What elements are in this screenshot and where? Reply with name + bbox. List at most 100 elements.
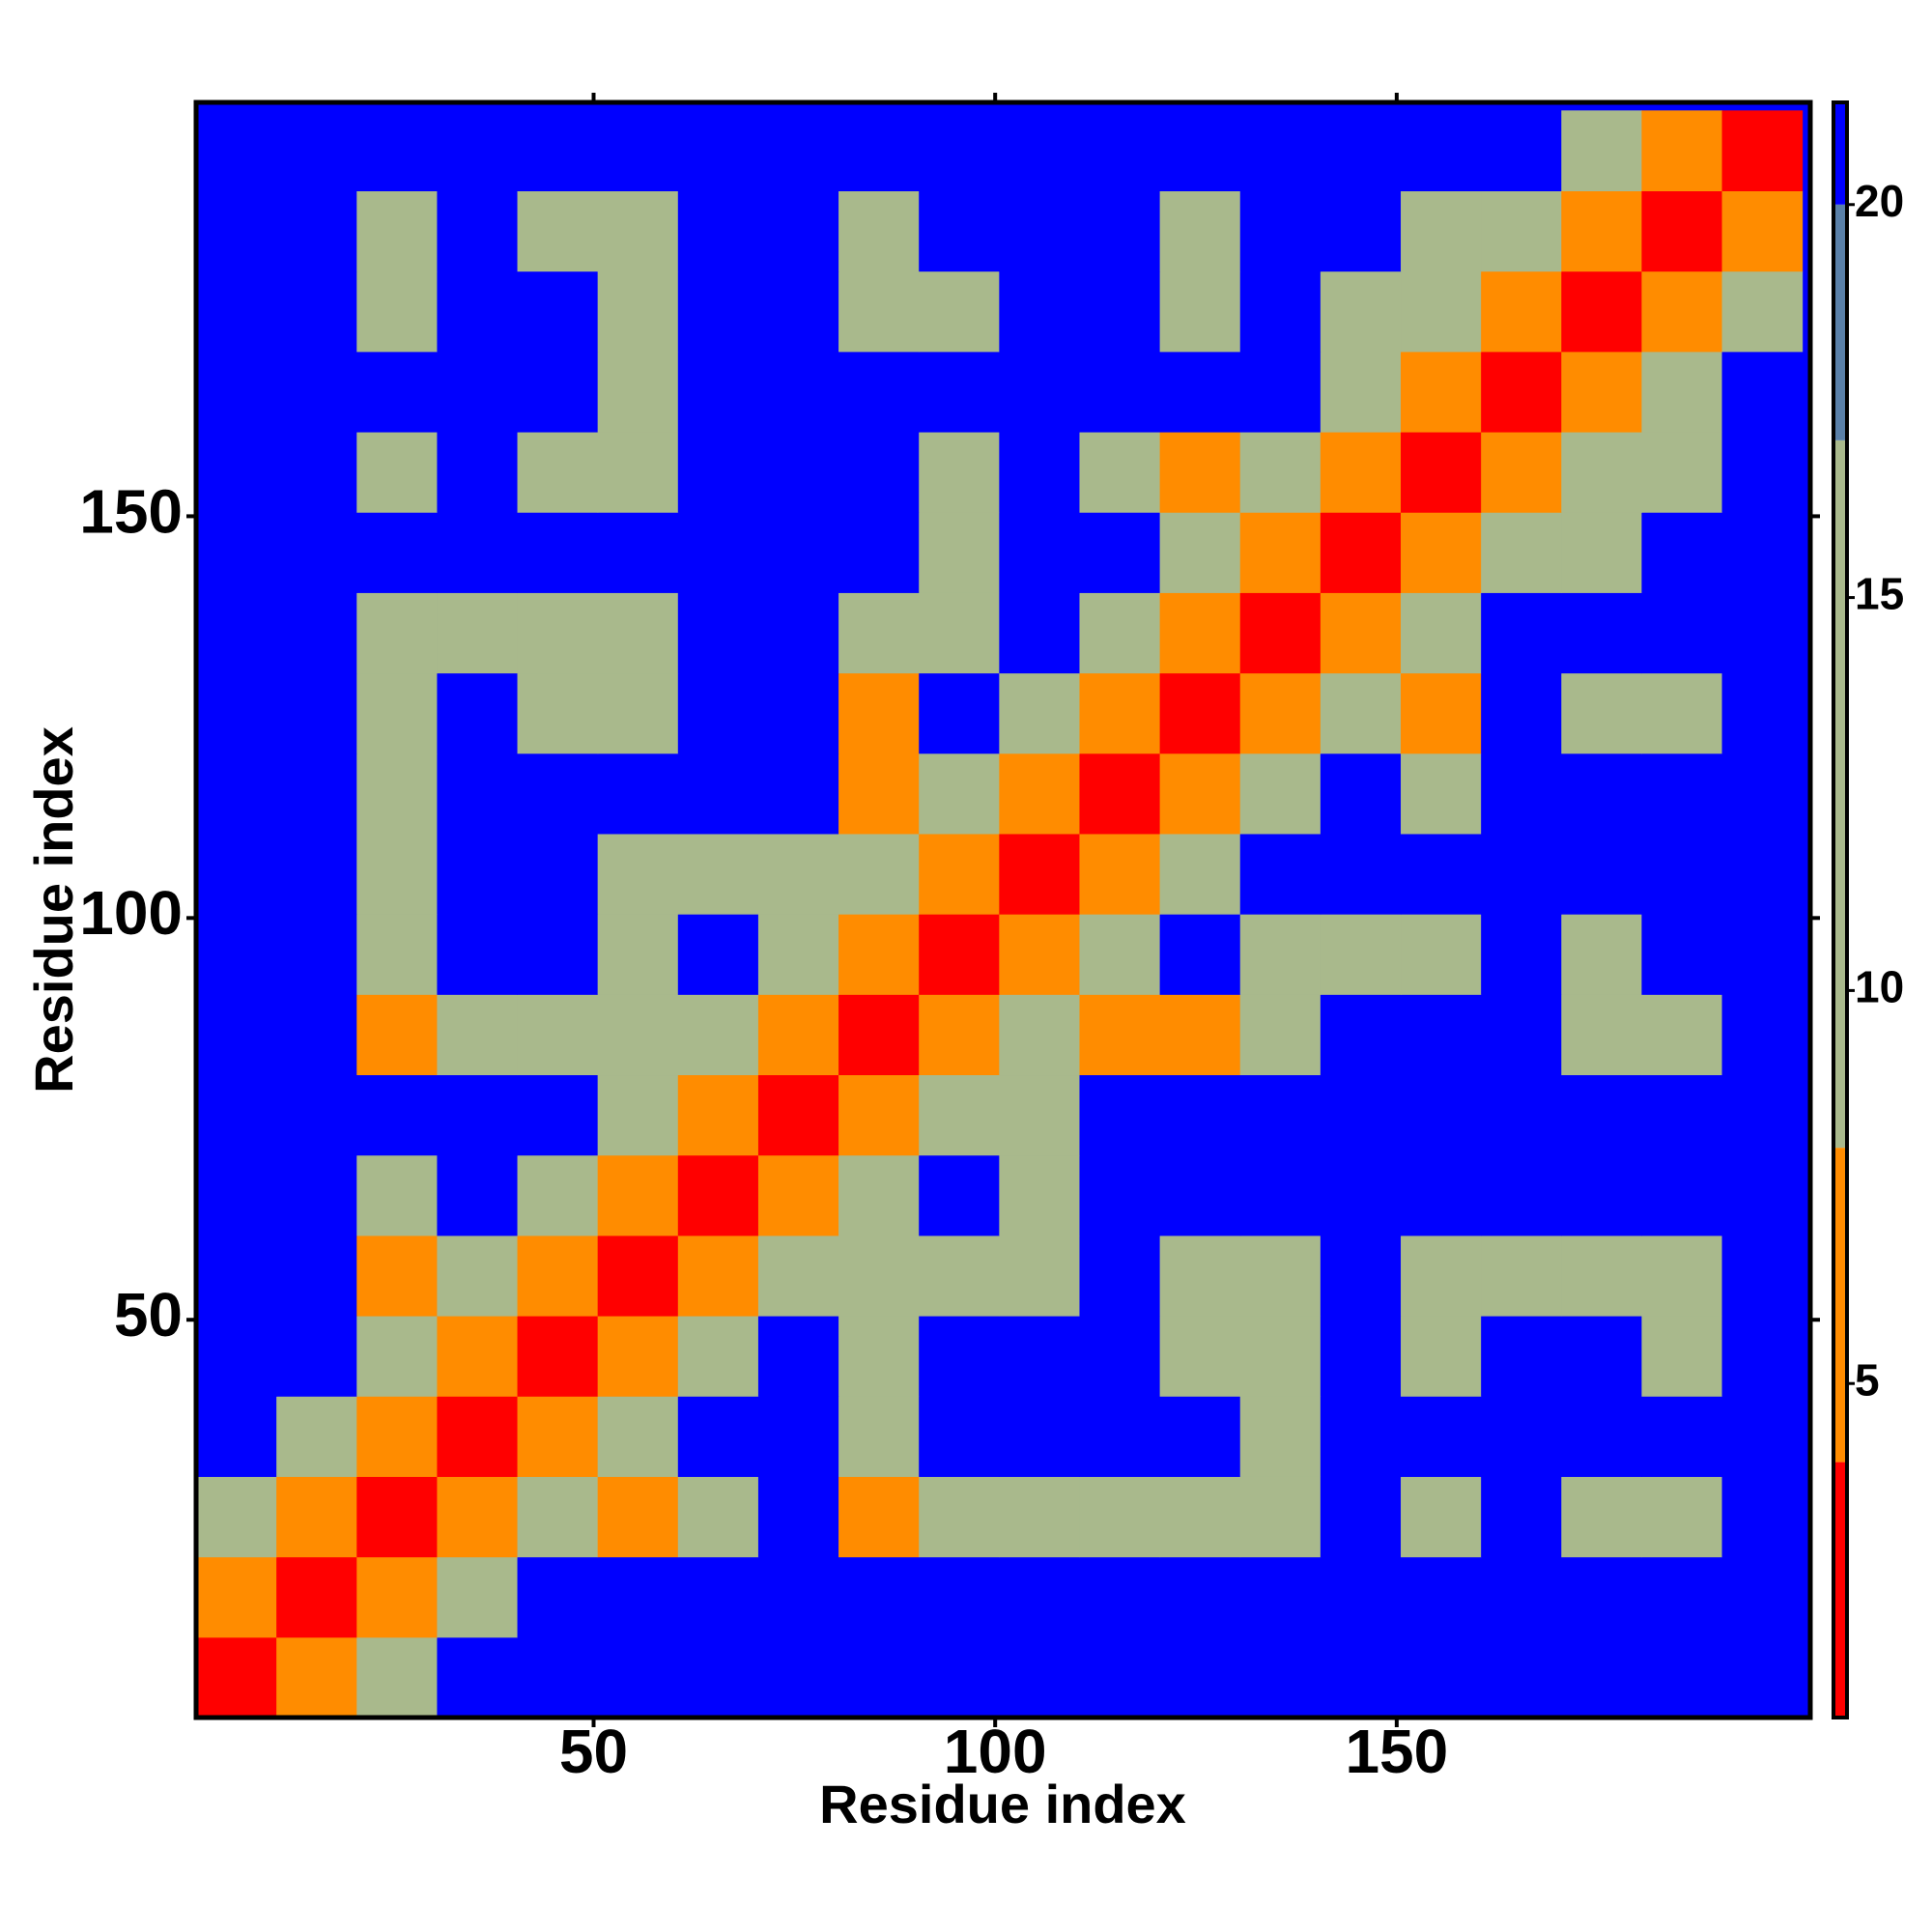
heatmap-cell xyxy=(1320,110,1402,192)
heatmap-cell xyxy=(1159,1636,1241,1719)
heatmap-cell xyxy=(276,833,357,915)
heatmap-cell xyxy=(1401,190,1482,272)
heatmap-cell xyxy=(1159,110,1241,192)
heatmap-cell xyxy=(757,753,839,835)
heatmap-cell xyxy=(276,914,357,995)
heatmap-cell xyxy=(1320,270,1402,353)
heatmap-cell xyxy=(1320,1556,1402,1638)
heatmap-cell xyxy=(597,1396,679,1477)
heatmap-cell xyxy=(1401,833,1482,915)
heatmap-cell xyxy=(677,994,759,1076)
heatmap-cell xyxy=(1401,1396,1482,1477)
heatmap-cell xyxy=(356,1476,438,1558)
heatmap-cell xyxy=(1561,351,1642,433)
heatmap-cell xyxy=(356,1154,438,1236)
heatmap-cell xyxy=(517,1235,599,1317)
heatmap-cell xyxy=(196,1074,277,1156)
heatmap-cell xyxy=(1239,1396,1321,1477)
heatmap-cell xyxy=(1721,110,1804,192)
heatmap-cell xyxy=(677,190,759,272)
heatmap-cell xyxy=(196,512,277,593)
heatmap-cell xyxy=(757,1316,839,1397)
heatmap-cell xyxy=(999,1316,1080,1397)
heatmap-cell xyxy=(1481,512,1562,593)
heatmap-cell xyxy=(919,914,1000,995)
heatmap-cell xyxy=(1239,1636,1321,1719)
heatmap-cell xyxy=(1641,1636,1723,1719)
heatmap-cell xyxy=(999,914,1080,995)
heatmap-cell xyxy=(517,270,599,353)
y-tick-label: 150 xyxy=(79,476,183,546)
x-tick-label: 50 xyxy=(559,1717,628,1786)
heatmap-cell xyxy=(1159,270,1241,353)
heatmap-cell xyxy=(1079,753,1161,835)
heatmap-cell xyxy=(677,1074,759,1156)
heatmap-cell xyxy=(919,270,1000,353)
heatmap-cell xyxy=(597,672,679,754)
heatmap-cell xyxy=(437,1074,519,1156)
heatmap-cell xyxy=(999,190,1080,272)
heatmap-cell xyxy=(597,190,679,272)
heatmap-cell xyxy=(437,1396,519,1477)
heatmap-cell xyxy=(1561,833,1642,915)
heatmap-cell xyxy=(196,833,277,915)
heatmap-cell xyxy=(1159,1235,1241,1317)
heatmap-cell xyxy=(838,994,920,1076)
heatmap-cell xyxy=(517,1556,599,1638)
heatmap-cell xyxy=(838,1396,920,1477)
heatmap-cell xyxy=(196,1316,277,1397)
heatmap-cell xyxy=(1079,1396,1161,1477)
heatmap-cell xyxy=(1641,512,1723,593)
heatmap-cell xyxy=(999,351,1080,433)
heatmap-cell xyxy=(597,1235,679,1317)
heatmap-cell xyxy=(276,1316,357,1397)
heatmap-cell xyxy=(1239,512,1321,593)
heatmap-cell xyxy=(919,1476,1000,1558)
heatmap-cell xyxy=(1721,1396,1804,1477)
heatmap-cell xyxy=(437,512,519,593)
heatmap-cell xyxy=(919,1074,1000,1156)
heatmap-cell xyxy=(1721,351,1804,433)
heatmap-cell xyxy=(1481,110,1562,192)
heatmap-cell xyxy=(999,1556,1080,1638)
heatmap-cell xyxy=(1401,1316,1482,1397)
heatmap-cell xyxy=(838,512,920,593)
heatmap-cell xyxy=(437,1476,519,1558)
heatmap-cell xyxy=(276,672,357,754)
heatmap-cell xyxy=(1239,1476,1321,1558)
heatmap-cell xyxy=(356,270,438,353)
heatmap-cell xyxy=(517,1154,599,1236)
heatmap-cell xyxy=(1721,753,1804,835)
heatmap-cell xyxy=(597,833,679,915)
heatmap-cell xyxy=(517,512,599,593)
heatmap-cell xyxy=(276,432,357,513)
heatmap-cell xyxy=(999,1476,1080,1558)
heatmap-cell xyxy=(1159,672,1241,754)
heatmap-cell xyxy=(1641,994,1723,1076)
heatmap-cell xyxy=(1079,1154,1161,1236)
heatmap-cell xyxy=(1641,1476,1723,1558)
heatmap-cell xyxy=(437,190,519,272)
heatmap-cell xyxy=(356,512,438,593)
heatmap-cell xyxy=(356,994,438,1076)
heatmap-cell xyxy=(196,592,277,674)
heatmap-cell xyxy=(677,351,759,433)
heatmap-cell xyxy=(1159,1154,1241,1236)
heatmap-cell xyxy=(196,270,277,353)
heatmap-cell xyxy=(677,270,759,353)
heatmap-cell xyxy=(356,1316,438,1397)
heatmap-cell xyxy=(597,1154,679,1236)
heatmap-cell xyxy=(196,1396,277,1477)
heatmap-cell xyxy=(999,432,1080,513)
heatmap-cell xyxy=(1159,190,1241,272)
heatmap-cell xyxy=(356,1556,438,1638)
heatmap-cell xyxy=(677,1235,759,1317)
heatmap-cell xyxy=(999,512,1080,593)
heatmap-cell xyxy=(517,1396,599,1477)
heatmap-cell xyxy=(276,190,357,272)
heatmap-cell xyxy=(1079,1636,1161,1719)
heatmap-cell xyxy=(1320,1316,1402,1397)
heatmap-cell xyxy=(196,994,277,1076)
heatmap-cell xyxy=(757,1636,839,1719)
heatmap-cell xyxy=(196,672,277,754)
